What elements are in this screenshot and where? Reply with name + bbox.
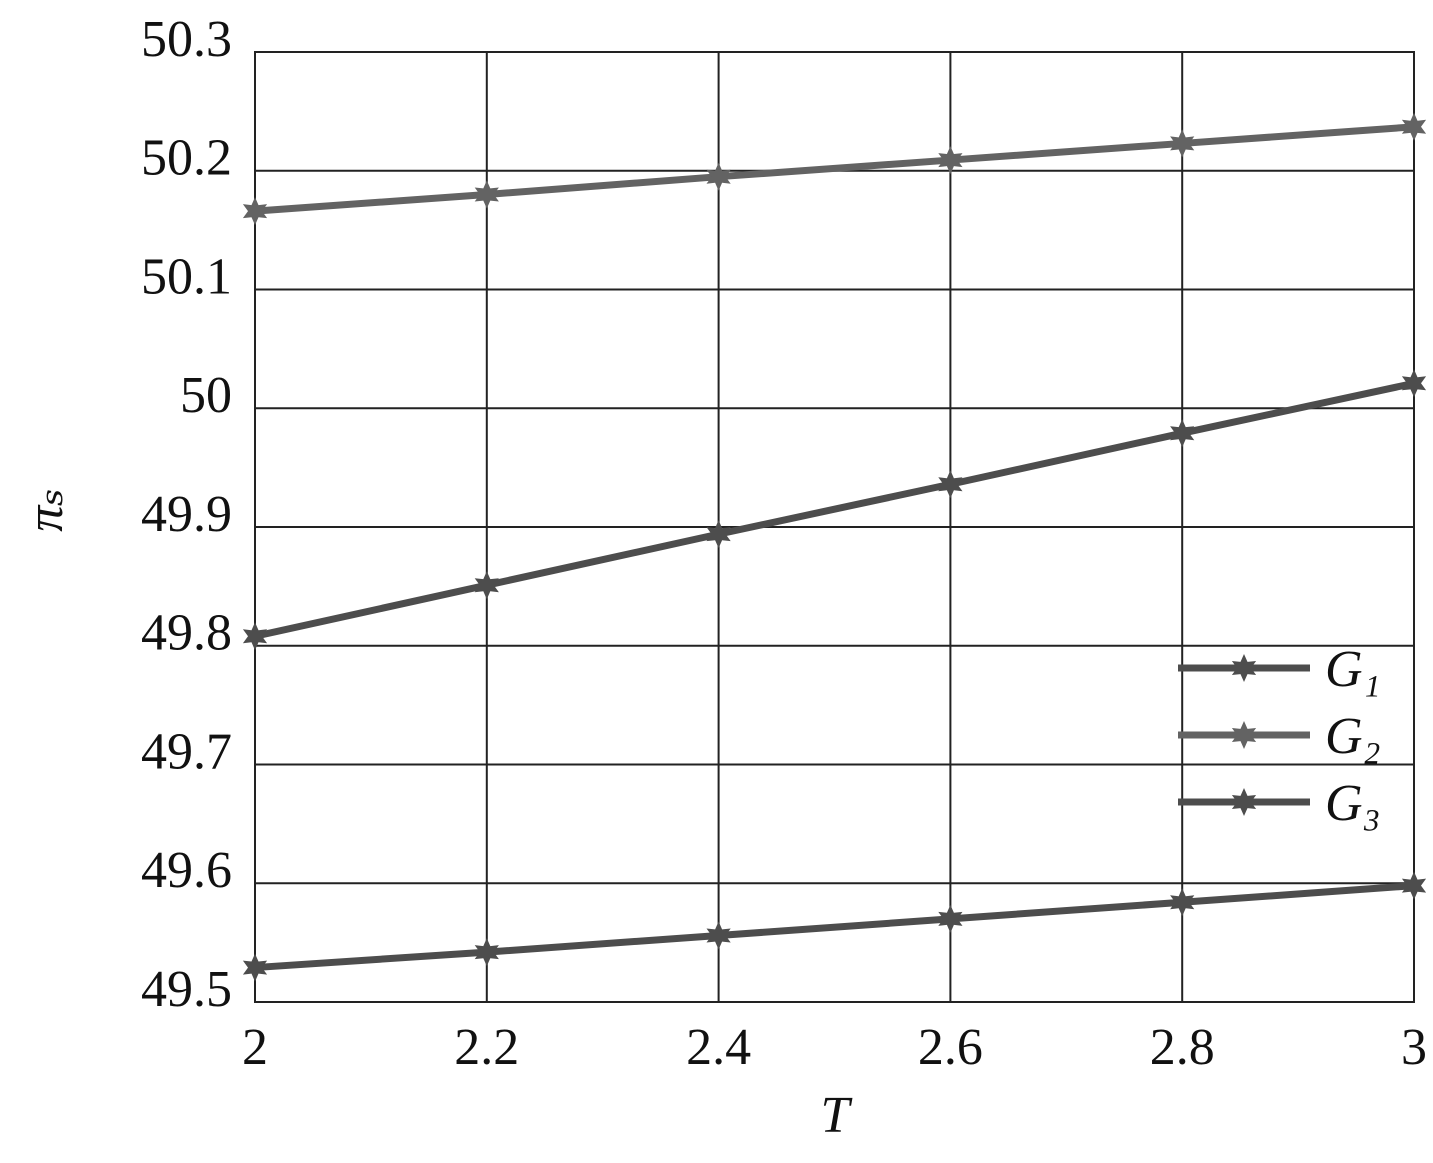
- data-point: [242, 622, 268, 651]
- x-tick-label: 2: [242, 1019, 268, 1076]
- y-tick-label: 50: [180, 367, 232, 424]
- data-point: [1401, 369, 1427, 398]
- y-tick-label: 50.3: [141, 11, 232, 68]
- x-tick-label: 2.4: [686, 1019, 751, 1076]
- x-tick-label: 2.8: [1150, 1019, 1215, 1076]
- y-tick-label: 49.7: [141, 723, 232, 780]
- legend-label: G₂: [1325, 708, 1381, 765]
- y-tick-label: 49.9: [141, 486, 232, 543]
- y-tick-label: 49.6: [141, 842, 232, 899]
- data-point: [1401, 112, 1427, 141]
- data-point: [242, 953, 268, 982]
- data-point: [474, 938, 499, 967]
- data-point: [938, 904, 963, 933]
- x-axis-label: T: [821, 1087, 853, 1144]
- y-tick-label: 49.5: [141, 961, 232, 1018]
- data-point: [938, 146, 963, 175]
- legend-marker: [1231, 654, 1257, 682]
- data-point: [1170, 129, 1195, 158]
- x-tick-label: 2.6: [918, 1019, 983, 1076]
- series-line: [254, 379, 1415, 640]
- x-tick-label: 3: [1401, 1019, 1427, 1076]
- y-tick-label: 50.2: [141, 130, 232, 187]
- data-point: [706, 520, 731, 549]
- data-point: [1401, 871, 1427, 900]
- legend-marker: [1231, 788, 1257, 816]
- y-tick-label: 49.8: [141, 605, 232, 662]
- data-point: [1170, 888, 1195, 917]
- data-point: [938, 470, 963, 499]
- data-point: [474, 180, 499, 209]
- data-point: [242, 197, 268, 226]
- legend-label: G₃: [1325, 775, 1381, 832]
- y-axis-label: πₛ: [17, 488, 74, 532]
- data-point: [706, 162, 731, 191]
- x-tick-label: 2.2: [454, 1019, 519, 1076]
- data-point: [474, 571, 499, 600]
- legend-marker: [1231, 721, 1257, 749]
- series-line: [254, 123, 1415, 215]
- data-point: [706, 921, 731, 950]
- series-line: [254, 882, 1415, 972]
- data-point: [1170, 419, 1195, 448]
- legend-label: G₁: [1325, 641, 1381, 698]
- plot-frame: [254, 51, 1415, 1003]
- y-tick-label: 50.1: [141, 248, 232, 305]
